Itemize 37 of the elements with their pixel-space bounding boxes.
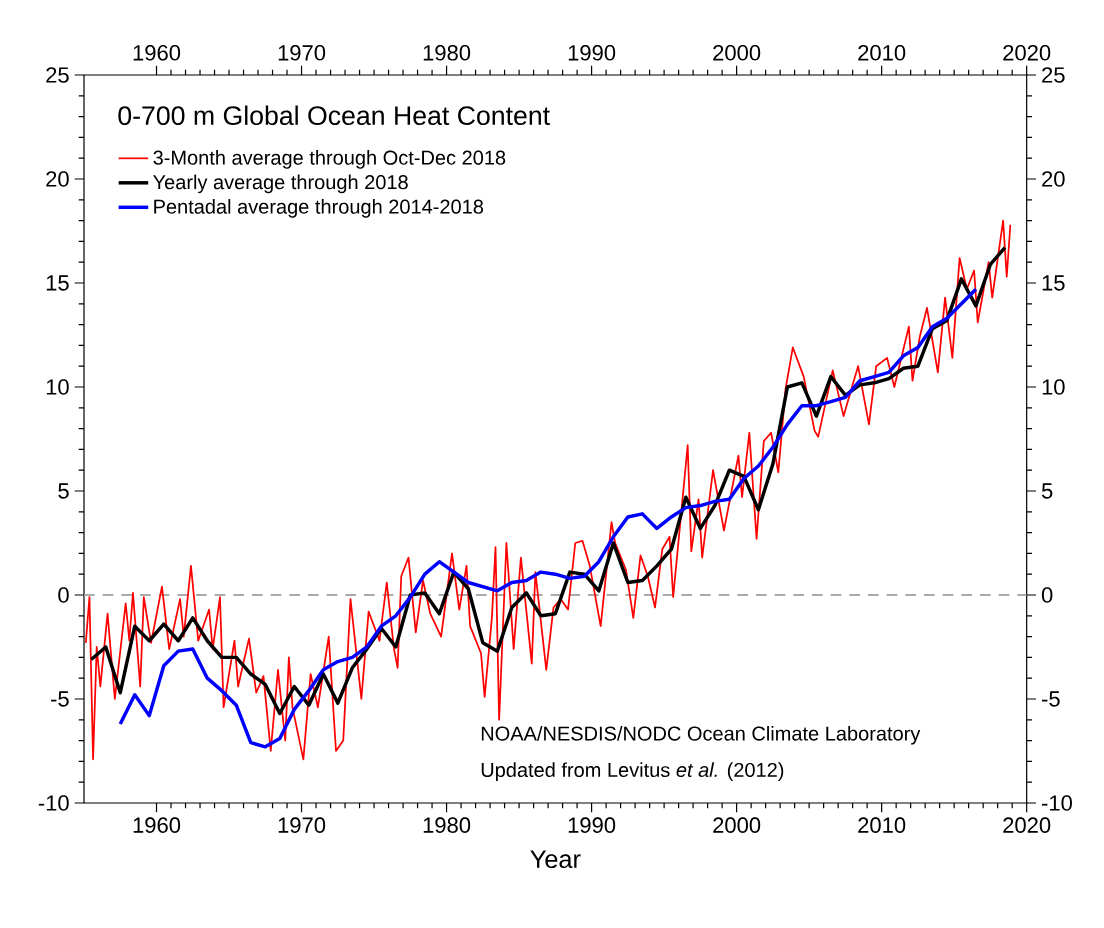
y-tick-label: -10 (38, 795, 69, 811)
y-tick-label: 5 (58, 483, 69, 499)
y2-tick-label: 15 (1042, 275, 1065, 291)
y2-tick-label: 5 (1041, 483, 1053, 499)
y2-tick-label: 0 (1041, 587, 1053, 603)
y2-tick-label: -5 (1042, 691, 1060, 707)
y2-tick-label: 20 (1042, 171, 1065, 187)
x2-tick-label: 1960 (133, 45, 181, 61)
x-tick-label: 1960 (133, 817, 181, 833)
x-tick-label: 2010 (858, 817, 906, 833)
y2-tick-label: 25 (1042, 67, 1065, 83)
x2-tick-label: 2010 (858, 45, 906, 61)
y2-tick-label: 10 (1042, 379, 1065, 395)
x-tick-label: 2020 (1003, 817, 1051, 833)
x-axis-title: Year (530, 850, 581, 869)
x2-tick-label: 1970 (278, 45, 326, 61)
x2-tick-label: 1980 (423, 45, 471, 61)
y2-tick-label: -10 (1042, 795, 1072, 811)
x-tick-label: 2000 (713, 817, 761, 833)
annotation: NOAA/NESDIS/NODC Ocean Climate Laboratory (481, 725, 921, 745)
y-tick-label: 20 (46, 171, 69, 187)
x2-tick-label: 2000 (713, 45, 761, 61)
legend-label: Pentadal average through 2014-2018 (154, 199, 484, 218)
x-tick-label: 1990 (568, 817, 616, 833)
x-tick-label: 1980 (423, 817, 471, 833)
annotation: Updated from Levitus et al. (2012) (481, 762, 784, 781)
x2-tick-label: 2020 (1003, 45, 1051, 61)
y-tick-label: 0 (58, 587, 69, 603)
y-tick-label: 10 (46, 379, 69, 395)
y-tick-label: 25 (46, 67, 69, 83)
x-tick-label: 1970 (278, 817, 326, 833)
legend-label: 3-Month average through Oct-Dec 2018 (153, 150, 506, 169)
legend-label: Yearly average through 2018 (153, 174, 408, 194)
x2-tick-label: 1990 (568, 45, 616, 61)
text: 0-700 m Global Ocean Heat Content (118, 105, 550, 126)
y-tick-label: -5 (51, 691, 69, 707)
y-tick-label: 15 (46, 275, 69, 291)
